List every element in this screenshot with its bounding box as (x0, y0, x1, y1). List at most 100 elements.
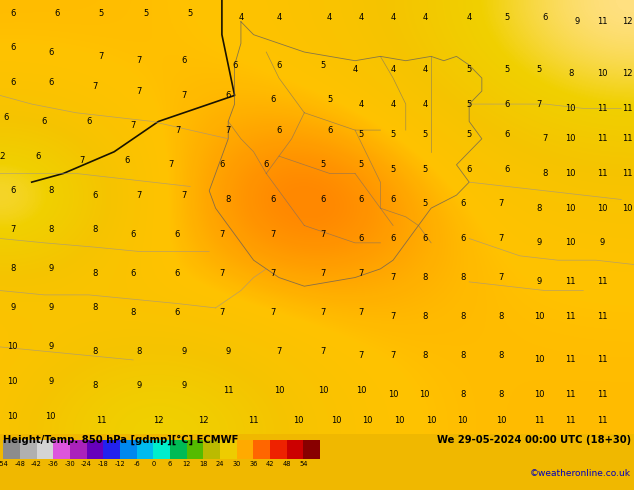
Text: 6: 6 (10, 78, 15, 87)
Text: 9: 9 (181, 347, 186, 356)
Text: 42: 42 (266, 461, 275, 466)
Text: 6: 6 (55, 8, 60, 18)
Text: 6: 6 (4, 113, 9, 122)
Text: 5: 5 (359, 130, 364, 139)
Bar (170, 440, 186, 459)
Text: 6: 6 (10, 186, 15, 196)
Text: 10: 10 (566, 204, 576, 213)
Bar (120, 440, 137, 459)
Text: 7: 7 (181, 91, 186, 100)
Text: 10: 10 (623, 204, 633, 213)
Text: 11: 11 (597, 312, 607, 321)
Text: 0: 0 (151, 461, 155, 466)
Text: 4: 4 (422, 13, 427, 22)
Bar (53, 440, 70, 459)
Text: 8: 8 (498, 390, 503, 399)
Text: 6: 6 (359, 234, 364, 243)
Text: 7: 7 (270, 230, 275, 239)
Text: 7: 7 (219, 308, 224, 317)
Text: 7: 7 (321, 269, 326, 278)
Text: 5: 5 (99, 8, 104, 18)
Bar (153, 440, 170, 459)
Text: 8: 8 (460, 312, 465, 321)
Text: 6: 6 (219, 160, 224, 169)
Text: 12: 12 (623, 17, 633, 26)
Text: 11: 11 (534, 416, 544, 425)
Text: 54: 54 (299, 461, 307, 466)
Text: 6: 6 (48, 48, 53, 56)
Bar (236, 440, 254, 459)
Text: 4: 4 (359, 13, 364, 22)
Bar (20, 440, 37, 459)
Text: 11: 11 (597, 416, 607, 425)
Text: 7: 7 (137, 191, 142, 199)
Text: ©weatheronline.co.uk: ©weatheronline.co.uk (530, 468, 631, 478)
Text: 8: 8 (93, 225, 98, 234)
Text: 10: 10 (496, 416, 506, 425)
Text: 8: 8 (568, 69, 573, 78)
Text: 4: 4 (391, 13, 396, 22)
Text: 5: 5 (505, 13, 510, 22)
Text: 11: 11 (223, 386, 233, 395)
Text: 10: 10 (388, 390, 398, 399)
Text: -24: -24 (81, 461, 92, 466)
Text: 10: 10 (566, 104, 576, 113)
Text: 6: 6 (467, 165, 472, 173)
Text: 7: 7 (276, 347, 281, 356)
Text: 6: 6 (175, 308, 180, 317)
Text: 6: 6 (181, 56, 186, 65)
Text: 9: 9 (10, 303, 15, 313)
Bar (204, 440, 220, 459)
Text: 9: 9 (600, 238, 605, 247)
Text: 8: 8 (93, 269, 98, 278)
Text: 11: 11 (566, 390, 576, 399)
Text: 7: 7 (498, 273, 503, 282)
Text: 11: 11 (249, 416, 259, 425)
Text: 7: 7 (359, 269, 364, 278)
Text: 5: 5 (467, 99, 472, 109)
Text: 11: 11 (623, 104, 633, 113)
Text: 5: 5 (422, 130, 427, 139)
Text: 10: 10 (394, 416, 404, 425)
Bar (87, 440, 103, 459)
Bar (3, 440, 20, 459)
Text: 7: 7 (359, 351, 364, 360)
Text: 12: 12 (0, 151, 5, 161)
Text: -18: -18 (98, 461, 108, 466)
Text: 6: 6 (460, 199, 465, 208)
Text: 4: 4 (353, 65, 358, 74)
Text: 7: 7 (99, 52, 104, 61)
Text: 5: 5 (321, 160, 326, 169)
Text: 4: 4 (276, 13, 281, 22)
Text: 8: 8 (93, 381, 98, 391)
Text: -42: -42 (31, 461, 42, 466)
Text: 8: 8 (422, 351, 427, 360)
Text: -30: -30 (65, 461, 75, 466)
Bar (137, 440, 153, 459)
Text: 6: 6 (327, 125, 332, 135)
Text: 10: 10 (534, 312, 544, 321)
Text: 6: 6 (175, 230, 180, 239)
Text: 10: 10 (363, 416, 373, 425)
Text: 6: 6 (276, 125, 281, 135)
Text: 6: 6 (422, 234, 427, 243)
Text: 11: 11 (597, 134, 607, 143)
Text: 10: 10 (534, 355, 544, 365)
Text: 5: 5 (536, 65, 541, 74)
Text: 6: 6 (264, 160, 269, 169)
Text: 10: 10 (420, 390, 430, 399)
Text: 4: 4 (422, 65, 427, 74)
Text: 10: 10 (356, 386, 366, 395)
Text: 11: 11 (566, 277, 576, 286)
Text: 18: 18 (199, 461, 207, 466)
Bar (220, 440, 236, 459)
Text: 6: 6 (86, 117, 91, 126)
Text: 5: 5 (391, 130, 396, 139)
Text: 8: 8 (498, 351, 503, 360)
Text: 5: 5 (467, 130, 472, 139)
Text: 9: 9 (226, 347, 231, 356)
Text: 12: 12 (198, 416, 208, 425)
Text: 12: 12 (153, 416, 164, 425)
Text: 8: 8 (93, 303, 98, 313)
Text: 6: 6 (131, 269, 136, 278)
